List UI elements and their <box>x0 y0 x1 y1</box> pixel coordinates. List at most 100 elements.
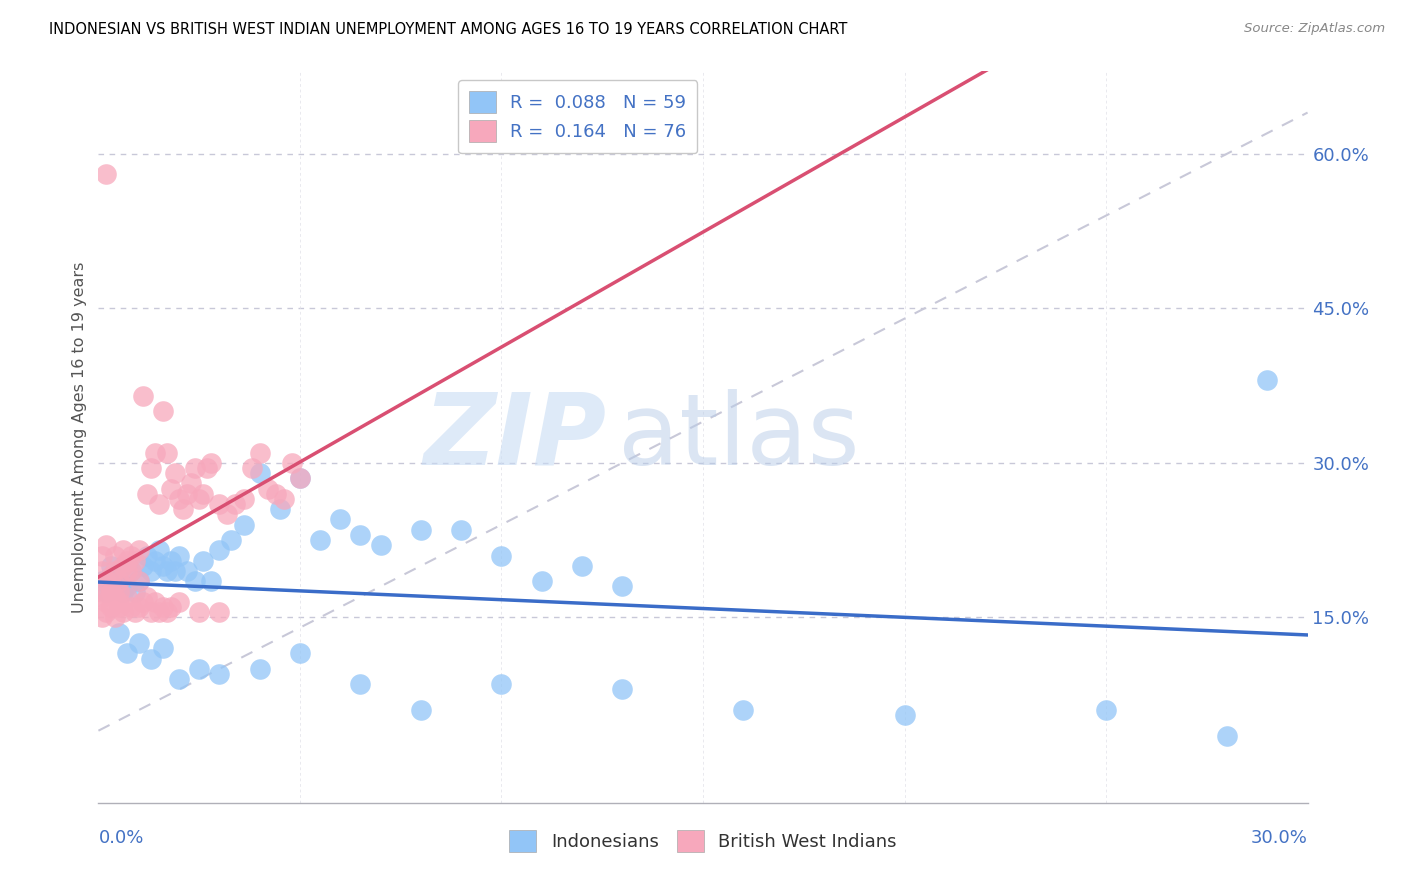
Point <box>91 549 114 563</box>
Point <box>103 590 125 604</box>
Point <box>128 636 150 650</box>
Point <box>103 569 125 583</box>
Point <box>103 610 125 624</box>
Point <box>143 554 166 568</box>
Point <box>91 610 114 624</box>
Point <box>132 558 155 573</box>
Point <box>156 445 179 459</box>
Point <box>232 517 254 532</box>
Point <box>184 461 207 475</box>
Point <box>148 497 170 511</box>
Point <box>221 533 243 547</box>
Point <box>152 641 174 656</box>
Point <box>91 564 114 578</box>
Point <box>100 584 122 599</box>
Y-axis label: Unemployment Among Ages 16 to 19 years: Unemployment Among Ages 16 to 19 years <box>72 261 87 613</box>
Point <box>256 482 278 496</box>
Point <box>120 549 142 563</box>
Point <box>148 543 170 558</box>
Point <box>115 579 138 593</box>
Point <box>249 662 271 676</box>
Point <box>111 584 134 599</box>
Point <box>269 502 291 516</box>
Point <box>91 574 114 589</box>
Point <box>107 584 129 599</box>
Point <box>612 579 634 593</box>
Text: 30.0%: 30.0% <box>1251 829 1308 847</box>
Point <box>288 471 311 485</box>
Point <box>180 476 202 491</box>
Point <box>96 605 118 619</box>
Point <box>132 595 155 609</box>
Point <box>163 564 186 578</box>
Point <box>349 528 371 542</box>
Point <box>167 595 190 609</box>
Point <box>195 461 218 475</box>
Point <box>100 558 122 573</box>
Point <box>160 554 183 568</box>
Point <box>107 625 129 640</box>
Point <box>450 523 472 537</box>
Point <box>288 471 311 485</box>
Legend: Indonesians, British West Indians: Indonesians, British West Indians <box>502 823 904 860</box>
Point <box>208 497 231 511</box>
Point <box>188 491 211 506</box>
Text: INDONESIAN VS BRITISH WEST INDIAN UNEMPLOYMENT AMONG AGES 16 TO 19 YEARS CORRELA: INDONESIAN VS BRITISH WEST INDIAN UNEMPL… <box>49 22 848 37</box>
Point <box>249 445 271 459</box>
Point <box>208 605 231 619</box>
Text: Source: ZipAtlas.com: Source: ZipAtlas.com <box>1244 22 1385 36</box>
Point <box>612 682 634 697</box>
Point <box>128 543 150 558</box>
Point <box>115 647 138 661</box>
Point <box>143 445 166 459</box>
Point <box>176 564 198 578</box>
Point <box>124 584 146 599</box>
Point <box>208 543 231 558</box>
Point <box>152 404 174 418</box>
Point <box>107 574 129 589</box>
Point <box>135 590 157 604</box>
Text: ZIP: ZIP <box>423 389 606 485</box>
Point <box>152 600 174 615</box>
Point <box>124 554 146 568</box>
Point <box>128 574 150 589</box>
Point <box>139 461 162 475</box>
Point <box>409 703 432 717</box>
Point <box>128 600 150 615</box>
Point <box>139 564 162 578</box>
Point <box>124 605 146 619</box>
Point <box>491 549 513 563</box>
Point <box>240 461 263 475</box>
Point <box>281 456 304 470</box>
Point <box>893 708 915 723</box>
Point <box>107 595 129 609</box>
Point <box>530 574 553 589</box>
Point <box>111 605 134 619</box>
Point <box>103 549 125 563</box>
Point <box>571 558 593 573</box>
Point <box>188 605 211 619</box>
Point <box>120 564 142 578</box>
Point <box>167 491 190 506</box>
Point <box>120 564 142 578</box>
Point <box>91 590 114 604</box>
Point <box>349 677 371 691</box>
Point <box>96 584 118 599</box>
Point <box>96 574 118 589</box>
Point <box>132 389 155 403</box>
Point <box>156 605 179 619</box>
Point <box>100 569 122 583</box>
Point <box>91 584 114 599</box>
Point <box>232 491 254 506</box>
Point <box>96 538 118 552</box>
Point <box>135 549 157 563</box>
Point <box>139 651 162 665</box>
Point <box>309 533 332 547</box>
Point <box>176 487 198 501</box>
Point <box>128 574 150 589</box>
Point <box>264 487 287 501</box>
Point <box>111 558 134 573</box>
Point <box>143 595 166 609</box>
Point <box>200 456 222 470</box>
Point <box>1256 373 1278 387</box>
